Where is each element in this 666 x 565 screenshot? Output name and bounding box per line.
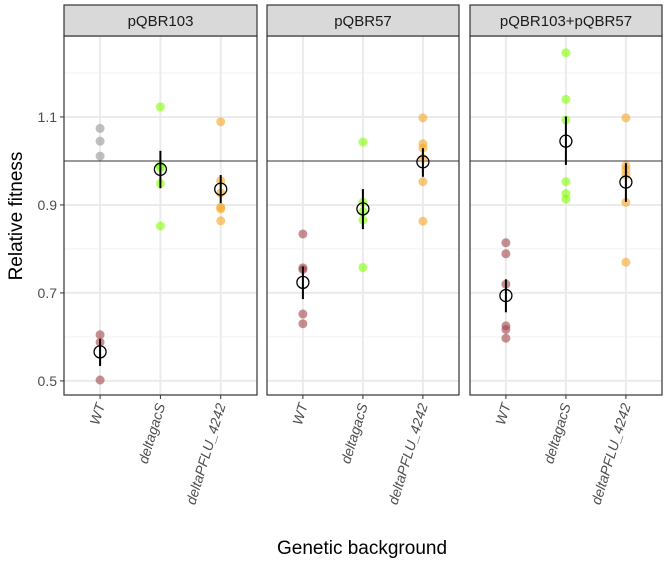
reference-point xyxy=(95,136,105,146)
y-axis-title: Relative fitness xyxy=(6,152,27,281)
mean-marker xyxy=(356,202,370,216)
data-point xyxy=(561,194,571,204)
y-tick-label: 1.1 xyxy=(38,109,58,125)
data-point xyxy=(561,94,571,104)
data-point xyxy=(501,324,511,334)
data-point xyxy=(298,309,308,319)
data-point xyxy=(95,330,105,340)
panel-pqbr103-pqbr57: pQBR103+pQBR57 WT deltagacS deltaPFLU_4242 xyxy=(469,4,663,506)
x-tick-label: deltaPFLU_4242 xyxy=(588,401,634,506)
mean-marker xyxy=(93,345,107,359)
data-point xyxy=(501,333,511,343)
data-point xyxy=(418,177,428,187)
data-point xyxy=(501,238,511,248)
data-point xyxy=(298,319,308,329)
data-point xyxy=(418,113,428,123)
data-point xyxy=(216,117,226,127)
reference-point xyxy=(95,151,105,161)
data-point xyxy=(561,177,571,187)
x-tick-label: WT xyxy=(289,400,311,427)
panel-pqbr103: pQBR103 WT deltagacS deltaPFLU_4242 xyxy=(63,4,258,506)
x-tick-label: deltaPFLU_4242 xyxy=(183,401,229,506)
mean-marker xyxy=(214,182,228,196)
x-tick-label: deltaPFLU_4242 xyxy=(385,401,431,506)
data-point xyxy=(561,48,571,58)
data-point xyxy=(621,113,631,123)
x-tick-label: deltagacS xyxy=(540,401,574,466)
panel-pqbr57: pQBR57 WT deltagacS deltaPFLU_4242 xyxy=(266,4,460,506)
data-point xyxy=(155,221,165,231)
x-axis-title: Genetic background xyxy=(277,538,447,559)
data-point xyxy=(621,257,631,267)
mean-marker xyxy=(619,175,633,189)
x-tick-label: WT xyxy=(86,400,108,427)
data-point xyxy=(216,216,226,226)
y-tick-label: 0.5 xyxy=(38,373,58,389)
data-point xyxy=(418,216,428,226)
mean-marker xyxy=(499,288,513,303)
strip-background xyxy=(63,4,258,37)
strip-background xyxy=(469,4,663,37)
mean-marker xyxy=(153,162,168,176)
x-tick-label: WT xyxy=(492,400,514,427)
data-point xyxy=(216,204,226,214)
strip-title: pQBR103 xyxy=(128,13,194,30)
data-point xyxy=(621,197,631,207)
y-tick-label: 0.7 xyxy=(38,285,58,301)
reference-point xyxy=(95,123,105,133)
strip-title: pQBR57 xyxy=(334,13,392,30)
mean-marker xyxy=(416,155,430,169)
mean-marker xyxy=(559,134,573,148)
data-point xyxy=(358,262,368,272)
data-point xyxy=(95,375,105,385)
x-tick-label: deltagacS xyxy=(337,401,371,466)
data-point xyxy=(298,229,308,239)
data-point xyxy=(358,137,368,147)
mean-marker xyxy=(296,275,310,290)
data-point xyxy=(501,249,511,259)
strip-title: pQBR103+pQBR57 xyxy=(500,13,632,30)
strip-background xyxy=(266,4,460,37)
y-tick-label: 0.9 xyxy=(38,197,58,213)
data-point xyxy=(155,102,165,112)
x-tick-label: deltagacS xyxy=(135,401,169,466)
